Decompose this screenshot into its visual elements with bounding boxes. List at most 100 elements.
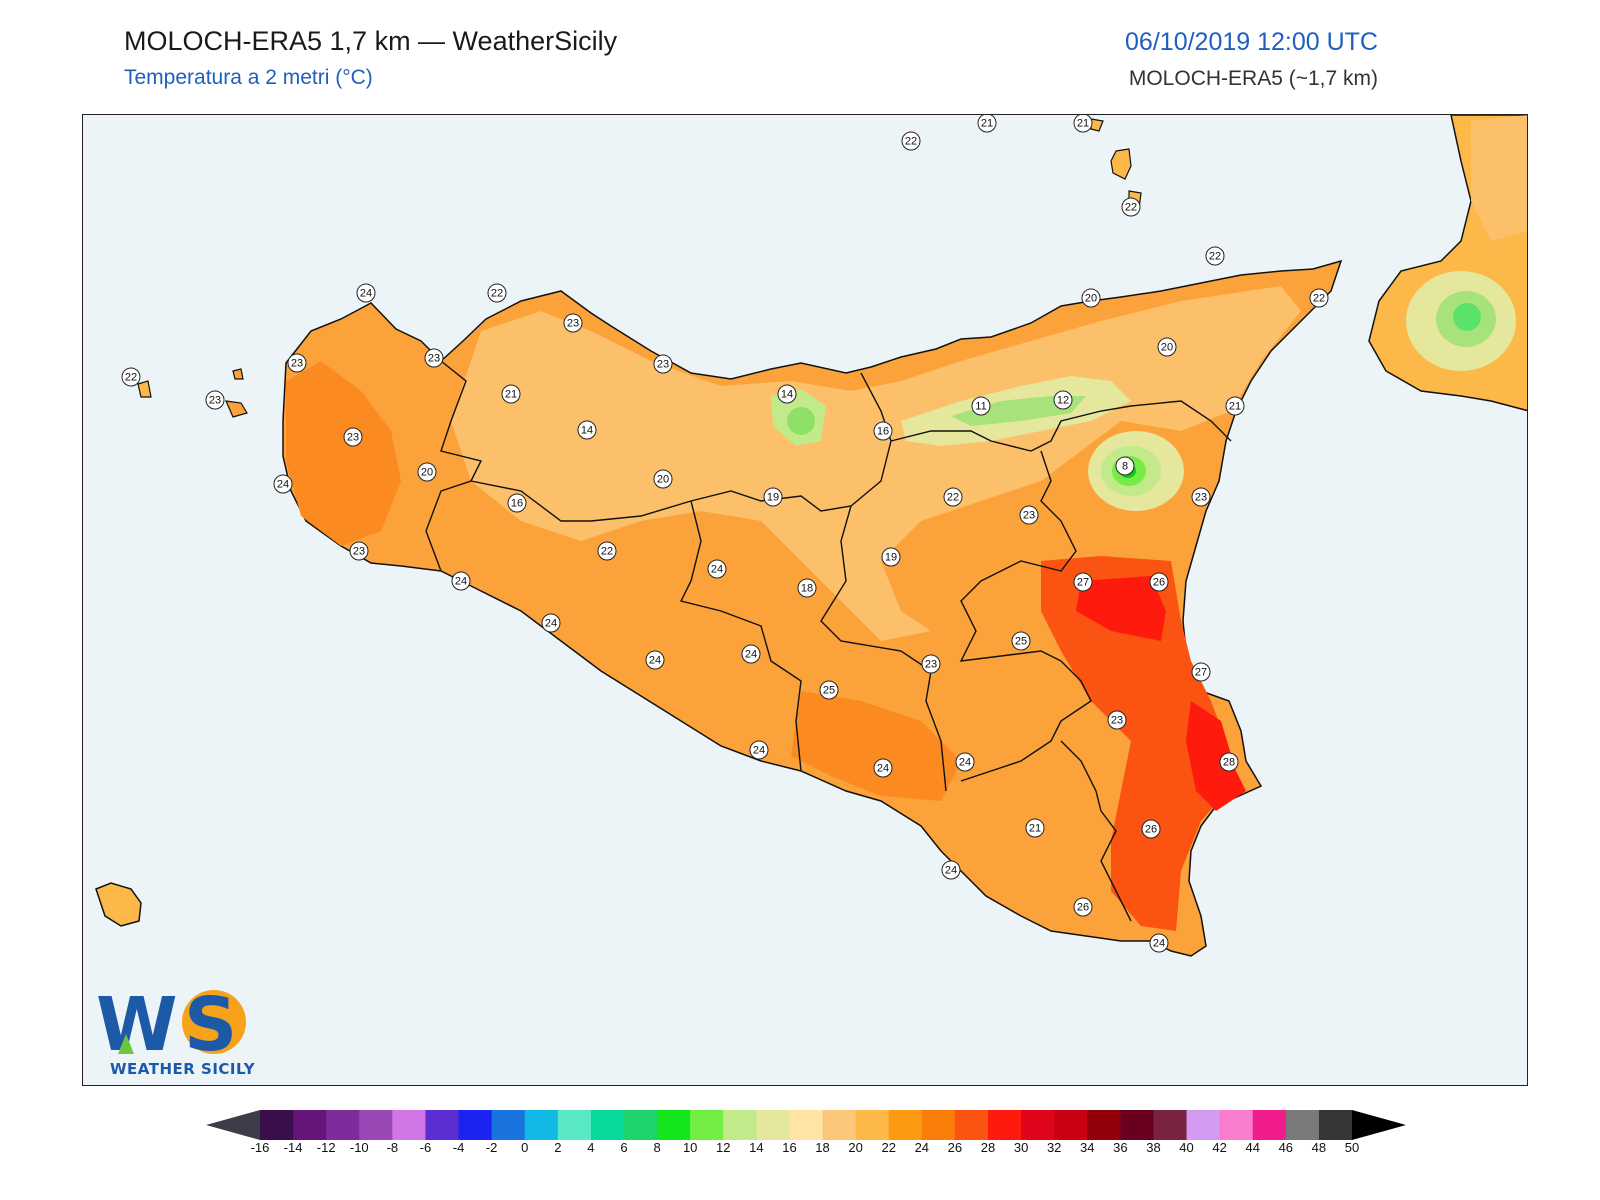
station-value: 22 (905, 136, 917, 148)
station-value-marker: 20 (1157, 337, 1177, 357)
station-value: 21 (505, 389, 517, 401)
colorbar-tick-label: -6 (419, 1140, 432, 1155)
station-circle (749, 740, 769, 760)
station-circle (424, 348, 444, 368)
province-borders (425, 360, 1232, 922)
station-circle (1011, 631, 1031, 651)
station-value: 22 (491, 288, 503, 300)
station-value: 23 (657, 359, 669, 371)
station-circle (1073, 572, 1093, 592)
station-value: 23 (567, 318, 579, 330)
station-value-marker: 16 (507, 493, 527, 513)
station-value: 22 (1125, 202, 1137, 214)
station-circle (1107, 710, 1127, 730)
colorbar-swatch (326, 1110, 360, 1140)
station-value: 24 (360, 288, 372, 300)
station-circle (977, 115, 997, 133)
station-circle (653, 354, 673, 374)
favignana-island (225, 400, 248, 418)
colorbar-swatch (392, 1110, 426, 1140)
colorbar-swatch (1120, 1110, 1154, 1140)
station-circle (777, 384, 797, 404)
colorbar-swatch (888, 1110, 923, 1140)
station-value: 23 (428, 353, 440, 365)
station-value: 24 (945, 865, 957, 877)
station-value-marker: 19 (881, 547, 901, 567)
station-value: 26 (1145, 824, 1157, 836)
colorbar-tick-label: 30 (1013, 1140, 1029, 1155)
station-value-marker: 23 (563, 313, 583, 333)
station-value-marker: 24 (873, 758, 893, 778)
station-value: 24 (959, 757, 971, 769)
station-value-marker: 19 (763, 487, 783, 507)
station-value-marker: 23 (424, 348, 444, 368)
catania-hot-area (1041, 556, 1236, 931)
colorbar-tick-label: -14 (283, 1140, 303, 1155)
station-circle (563, 313, 583, 333)
station-circle (1073, 897, 1093, 917)
colorbar-tick-label: 32 (1046, 1140, 1062, 1155)
station-circle (501, 384, 521, 404)
colorbar-tick-label: 6 (620, 1140, 628, 1155)
station-value-marker: 23 (921, 654, 941, 674)
station-circle (356, 283, 376, 303)
colorbar-swatch (359, 1110, 393, 1140)
station-value: 26 (1153, 577, 1165, 589)
station-value-marker: 23 (343, 427, 363, 447)
station-value-marker: 23 (205, 390, 225, 410)
station-value-marker: 21 (1025, 818, 1045, 838)
station-value: 22 (1313, 293, 1325, 305)
station-value-marker: 23 (1107, 710, 1127, 730)
station-value-marker: 21 (1225, 396, 1245, 416)
colorbar-tick-label: 20 (848, 1140, 863, 1155)
logo-leaf (118, 1034, 134, 1054)
station-value: 20 (1085, 293, 1097, 305)
colorbar-swatch (1318, 1110, 1353, 1140)
station-value: 25 (823, 685, 835, 697)
colorbar-tick-label: 22 (881, 1140, 896, 1155)
station-circle (971, 396, 991, 416)
station-value-marker: 21 (1073, 115, 1093, 133)
colorbar-swatch (1219, 1110, 1254, 1140)
colorbar-swatch (524, 1110, 559, 1140)
station-value: 19 (885, 552, 897, 564)
station-value-marker: 26 (1073, 897, 1093, 917)
station-value: 19 (767, 492, 779, 504)
station-circle (1149, 572, 1169, 592)
station-circle (121, 367, 141, 387)
station-value-marker: 24 (451, 571, 471, 591)
station-value-marker: 24 (749, 740, 769, 760)
station-value-marker: 22 (943, 487, 963, 507)
colorbar-tick-label: 34 (1080, 1140, 1095, 1155)
station-circle (921, 654, 941, 674)
station-value-marker: 26 (1149, 572, 1169, 592)
station-value-marker: 23 (349, 541, 369, 561)
station-value-marker: 20 (417, 462, 437, 482)
colorbar-swatch (1153, 1110, 1188, 1140)
station-value-marker: 23 (1019, 505, 1039, 525)
station-circle (287, 353, 307, 373)
station-value-marker: 28 (1219, 752, 1239, 772)
colorbar-tick-label: 24 (914, 1140, 930, 1155)
logo-text: WEATHER SICILY (110, 1060, 256, 1078)
station-value: 24 (711, 564, 723, 576)
station-value-marker: 24 (941, 860, 961, 880)
station-circle (577, 420, 597, 440)
station-value: 22 (125, 372, 137, 384)
station-value: 26 (1077, 902, 1089, 914)
station-circle (1025, 818, 1045, 838)
station-value: 22 (601, 546, 613, 558)
station-circle (343, 427, 363, 447)
station-circle (597, 541, 617, 561)
station-value: 28 (1223, 757, 1235, 769)
colorbar-tick-label: 36 (1113, 1140, 1128, 1155)
station-value-marker: 8 (1115, 456, 1135, 476)
station-value: 24 (877, 763, 889, 775)
colorbar-swatch (855, 1110, 890, 1140)
station-circle (941, 860, 961, 880)
station-value: 24 (649, 655, 661, 667)
station-circle (541, 613, 561, 633)
station-value: 27 (1077, 577, 1089, 589)
station-circle (1053, 390, 1073, 410)
station-value: 22 (1209, 251, 1221, 263)
